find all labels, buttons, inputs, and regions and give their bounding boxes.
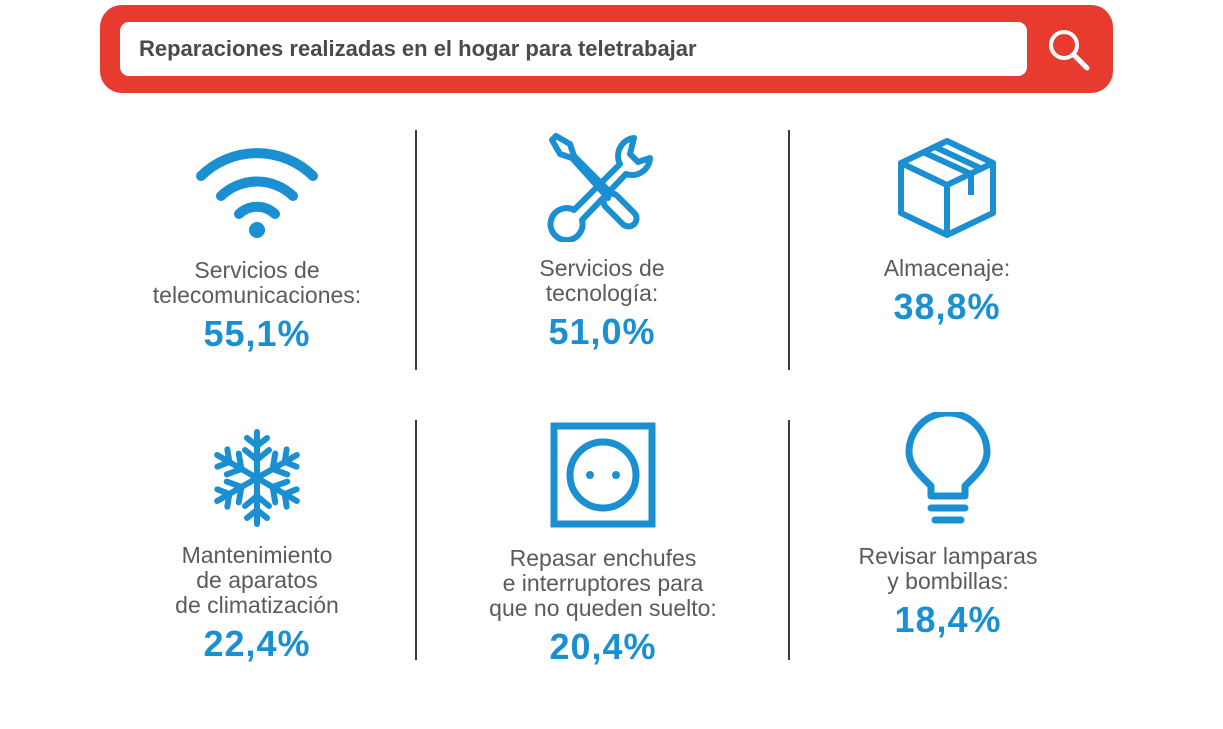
tools-icon [547, 133, 653, 242]
stat-value: 51,0% [548, 311, 656, 352]
divider [415, 130, 417, 370]
power-outlet-icon [550, 422, 656, 528]
search-bar: Reparaciones realizadas en el hogar para… [100, 5, 1113, 93]
stat-telecom: Servicios de telecomunicaciones: 55,1% [92, 138, 422, 354]
stat-technology: Servicios de tecnología: 51,0% [437, 130, 767, 352]
stat-outlets: Repasar enchufes e interruptores para qu… [438, 422, 768, 667]
stat-label: Servicios de tecnología: [539, 255, 665, 306]
search-input[interactable]: Reparaciones realizadas en el hogar para… [120, 22, 1027, 76]
divider [788, 130, 790, 370]
search-query: Reparaciones realizadas en el hogar para… [139, 36, 697, 61]
wifi-icon [196, 148, 318, 238]
divider [788, 420, 790, 660]
stat-label: Revisar lamparas y bombillas: [858, 543, 1038, 594]
stat-value: 55,1% [203, 313, 311, 354]
stat-label: Mantenimiento de aparatos de climatizaci… [175, 542, 339, 618]
snowflake-icon [201, 429, 313, 528]
divider [415, 420, 417, 660]
stat-value: 20,4% [549, 626, 657, 667]
stat-label: Almacenaje: [883, 255, 1011, 281]
stat-label: Repasar enchufes e interruptores para qu… [489, 545, 717, 621]
stat-value: 38,8% [893, 286, 1001, 327]
stat-value: 22,4% [203, 623, 311, 664]
lightbulb-icon [905, 412, 991, 524]
stat-storage: Almacenaje: 38,8% [782, 135, 1112, 327]
stat-value: 18,4% [894, 599, 1002, 640]
stat-lamps: Revisar lamparas y bombillas: 18,4% [783, 412, 1113, 640]
stat-label: Servicios de telecomunicaciones: [152, 257, 362, 308]
search-icon[interactable] [1046, 27, 1092, 73]
box-icon [898, 138, 996, 238]
stat-climate: Mantenimiento de aparatos de climatizaci… [92, 428, 422, 664]
